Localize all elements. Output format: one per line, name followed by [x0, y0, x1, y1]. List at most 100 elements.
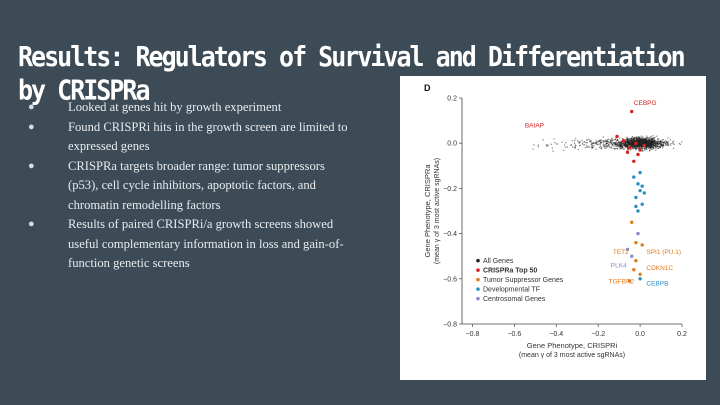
- all-genes-point: [614, 138, 617, 141]
- all-genes-point: [648, 139, 651, 141]
- all-genes-point: [642, 141, 644, 143]
- all-genes-point: [557, 143, 559, 145]
- all-genes-point: [645, 139, 647, 141]
- all-genes-point: [619, 148, 621, 150]
- series-point: [615, 134, 619, 139]
- all-genes-point: [537, 145, 539, 148]
- bullet-item: ● CRISPRa targets broader range: tumor su…: [28, 157, 348, 216]
- all-genes-point: [597, 140, 600, 142]
- all-genes-point: [623, 148, 625, 150]
- gene-annotation: PLK4: [611, 263, 627, 270]
- series-point: [634, 240, 638, 245]
- all-genes-point: [574, 138, 577, 140]
- all-genes-point: [637, 137, 639, 139]
- all-genes-point: [613, 147, 615, 149]
- all-genes-point: [651, 145, 653, 147]
- legend-swatch: [476, 287, 480, 291]
- all-genes-point: [619, 137, 621, 139]
- series-point: [636, 182, 640, 186]
- all-genes-point: [571, 140, 573, 142]
- x-axis-label: Gene Phenotype, CRISPRi: [527, 341, 618, 350]
- all-genes-point: [638, 142, 641, 145]
- all-genes-point: [604, 139, 607, 142]
- all-genes-point: [599, 144, 602, 146]
- all-genes-point: [654, 145, 657, 147]
- all-genes-point: [599, 140, 601, 142]
- series-point: [640, 243, 644, 247]
- all-genes-point: [607, 141, 609, 143]
- all-genes-point: [629, 137, 631, 140]
- all-genes-point: [657, 141, 659, 143]
- all-genes-point: [648, 143, 650, 146]
- all-genes-point: [605, 141, 607, 143]
- all-genes-point: [564, 146, 567, 148]
- all-genes-point: [649, 137, 651, 140]
- all-genes-point: [641, 137, 643, 139]
- all-genes-point: [545, 144, 548, 146]
- x-tick-label: −0.2: [591, 331, 605, 338]
- all-genes-point: [652, 137, 655, 139]
- all-genes-point: [550, 143, 553, 145]
- all-genes-point: [635, 148, 637, 151]
- series-point: [638, 148, 642, 152]
- bullet-text: Looked at genes hit by growth experiment: [68, 100, 282, 114]
- all-genes-point: [638, 136, 640, 138]
- x-tick-label: −0.8: [466, 331, 480, 338]
- all-genes-point: [600, 139, 603, 142]
- all-genes-point: [644, 142, 646, 144]
- gene-annotation: CDKN1C: [646, 265, 673, 272]
- all-genes-point: [632, 146, 634, 148]
- all-genes-point: [667, 143, 670, 146]
- all-genes-point: [640, 135, 642, 137]
- all-genes-point: [638, 138, 641, 140]
- all-genes-point: [641, 147, 644, 150]
- series-point: [621, 139, 626, 143]
- all-genes-point: [641, 142, 644, 145]
- all-genes-point: [537, 144, 540, 146]
- all-genes-point: [617, 144, 619, 146]
- all-genes-point: [648, 146, 651, 148]
- all-genes-point: [579, 144, 581, 146]
- all-genes-point: [642, 136, 644, 138]
- series-group: [615, 109, 646, 163]
- bullet-item: ● Results of paired CRISPRi/a growth scre…: [28, 215, 348, 274]
- all-genes-point: [651, 140, 653, 143]
- all-genes-point: [666, 142, 669, 145]
- all-genes-point: [561, 141, 563, 143]
- all-genes-point: [653, 142, 656, 144]
- y-tick-label: −0.2: [443, 186, 457, 193]
- gene-annotation: BAIAP: [525, 122, 544, 129]
- bullet-dot-icon: ●: [28, 120, 35, 133]
- all-genes-point: [656, 142, 659, 145]
- all-genes-point: [602, 143, 605, 146]
- all-genes-point: [563, 144, 566, 146]
- all-genes-point: [621, 137, 624, 140]
- series-point: [636, 152, 640, 157]
- all-genes-point: [640, 144, 642, 147]
- all-genes-point: [532, 148, 534, 150]
- all-genes-point: [659, 144, 662, 146]
- all-genes-point: [617, 142, 619, 144]
- series-point: [627, 146, 632, 150]
- all-genes-point: [619, 141, 622, 144]
- all-genes-point: [662, 141, 664, 144]
- bullet-list: ● Looked at genes hit by growth experimen…: [28, 98, 348, 274]
- all-genes-point: [672, 140, 675, 143]
- series-point: [638, 277, 642, 281]
- all-genes-point: [599, 142, 601, 145]
- series-point: [642, 143, 646, 148]
- series-point: [640, 202, 644, 206]
- all-genes-point: [607, 144, 610, 146]
- all-genes-point: [638, 145, 640, 147]
- all-genes-point: [604, 145, 606, 148]
- x-axis-sublabel: (mean γ of 3 most active sgRNAs): [519, 352, 625, 359]
- series-point: [634, 259, 638, 263]
- all-genes-point: [651, 138, 654, 141]
- y-axis-label: Gene Phenotype, CRISPRa: [423, 164, 432, 258]
- all-genes-point: [602, 136, 605, 138]
- series-point: [625, 150, 630, 154]
- all-genes-point: [620, 148, 622, 150]
- all-genes-point: [641, 143, 643, 146]
- all-genes-point: [639, 139, 642, 142]
- series-point: [630, 220, 634, 224]
